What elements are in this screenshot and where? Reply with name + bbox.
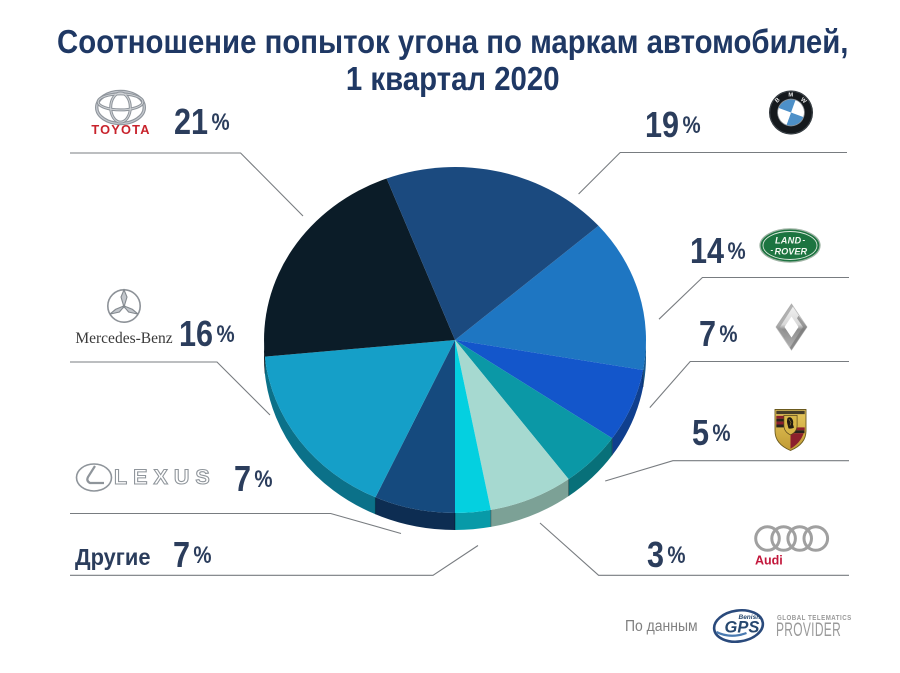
svg-text:TOYOTA: TOYOTA — [91, 122, 150, 137]
svg-text:B: B — [774, 97, 781, 104]
svg-text:M: M — [788, 93, 793, 99]
svg-text:-: - — [771, 246, 774, 255]
svg-text:LEXUS: LEXUS — [114, 465, 216, 489]
svg-text:ROVER: ROVER — [775, 246, 808, 256]
svg-text:Benish: Benish — [739, 614, 761, 621]
svg-text:W: W — [799, 97, 807, 105]
svg-text:GPS: GPS — [725, 619, 760, 637]
svg-text:LAND: LAND — [775, 236, 801, 246]
svg-text:Mercedes-Benz: Mercedes-Benz — [75, 330, 172, 347]
svg-text:-: - — [803, 236, 806, 245]
svg-text:Audi: Audi — [755, 554, 783, 568]
